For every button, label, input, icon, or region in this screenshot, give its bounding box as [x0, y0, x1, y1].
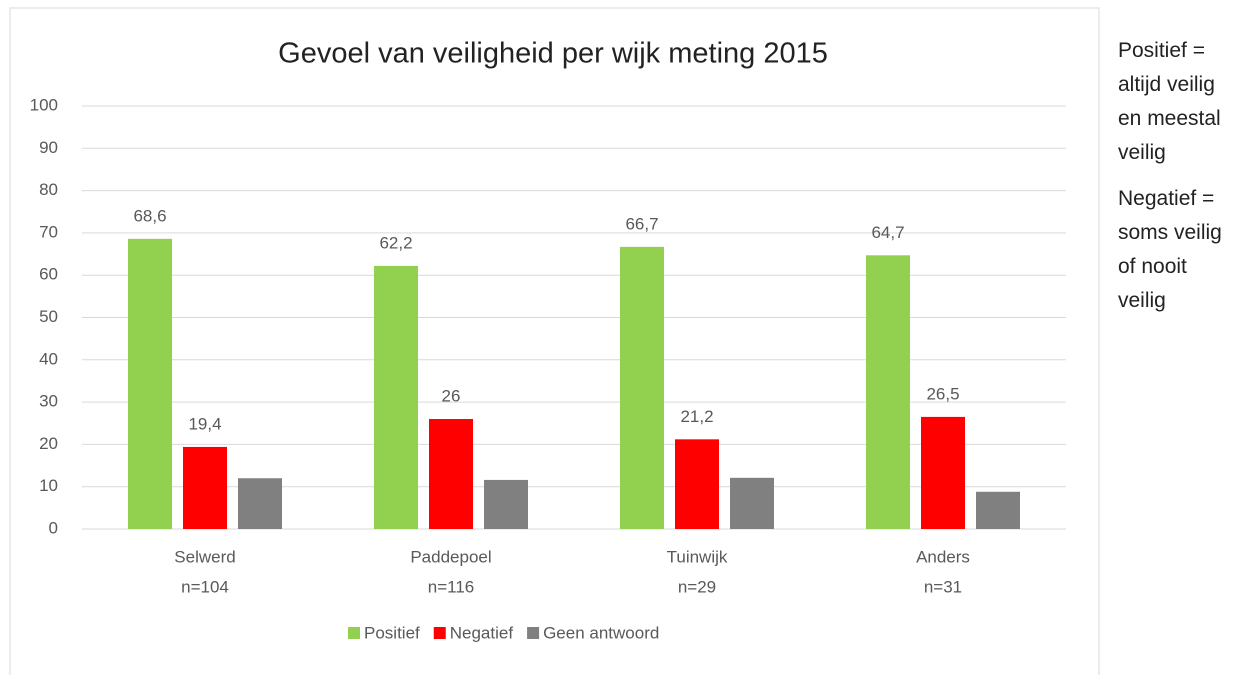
legend-swatch	[433, 627, 446, 639]
legend-swatch	[527, 627, 540, 639]
y-tick-label: 50	[39, 307, 58, 326]
chart: Gevoel van veiligheid per wijk meting 20…	[9, 7, 1100, 675]
legend-swatch	[348, 627, 360, 639]
note: Positief = altijd veilig en meestal veil…	[1118, 39, 1221, 164]
y-tick-label: 90	[39, 138, 58, 157]
data-label: 26	[442, 387, 461, 406]
bar	[374, 265, 418, 529]
data-label: 62,2	[379, 233, 412, 252]
y-tick-label: 70	[39, 222, 58, 241]
x-tick-label: Tuinwijk	[667, 547, 728, 566]
data-label: 21,2	[680, 407, 713, 426]
bar	[484, 479, 528, 529]
x-tick-label: Selwerd	[174, 547, 235, 566]
x-tick-label: Paddepoel	[410, 547, 491, 566]
bar	[128, 238, 172, 529]
bar	[976, 491, 1020, 529]
note: Negatief = soms veilig of nooit veilig	[1118, 187, 1222, 312]
bar	[675, 439, 719, 529]
y-tick-label: 0	[49, 518, 58, 537]
data-label: 26,5	[926, 384, 959, 403]
bar	[238, 478, 282, 529]
y-tick-label: 100	[30, 95, 58, 114]
bar	[183, 446, 227, 529]
y-tick-label: 80	[39, 180, 58, 199]
legend-label: Geen antwoord	[543, 623, 659, 642]
legend-label: Negatief	[450, 623, 514, 642]
chart-title: Gevoel van veiligheid per wijk meting 20…	[278, 38, 828, 70]
x-tick-label: n=104	[181, 577, 229, 596]
x-tick-label: Anders	[916, 547, 970, 566]
chart-border	[9, 7, 1100, 675]
legend-label: Positief	[364, 623, 420, 642]
y-tick-label: 40	[39, 349, 58, 368]
x-tick-label: n=29	[678, 577, 716, 596]
bar	[866, 255, 910, 529]
y-tick-label: 10	[39, 476, 58, 495]
notes: Positief = altijd veilig en meestal veil…	[1118, 34, 1236, 330]
bar	[429, 419, 473, 529]
x-tick-label: n=116	[428, 577, 474, 596]
data-label: 64,7	[871, 223, 904, 242]
data-label: 68,6	[133, 206, 166, 225]
bar	[730, 477, 774, 529]
y-tick-label: 20	[39, 434, 58, 453]
x-tick-label: n=31	[924, 577, 962, 596]
bar	[921, 416, 965, 529]
data-label: 66,7	[625, 214, 658, 233]
y-tick-label: 60	[39, 265, 58, 284]
bar	[620, 246, 664, 529]
y-tick-label: 30	[39, 392, 58, 411]
data-label: 19,4	[188, 414, 221, 433]
